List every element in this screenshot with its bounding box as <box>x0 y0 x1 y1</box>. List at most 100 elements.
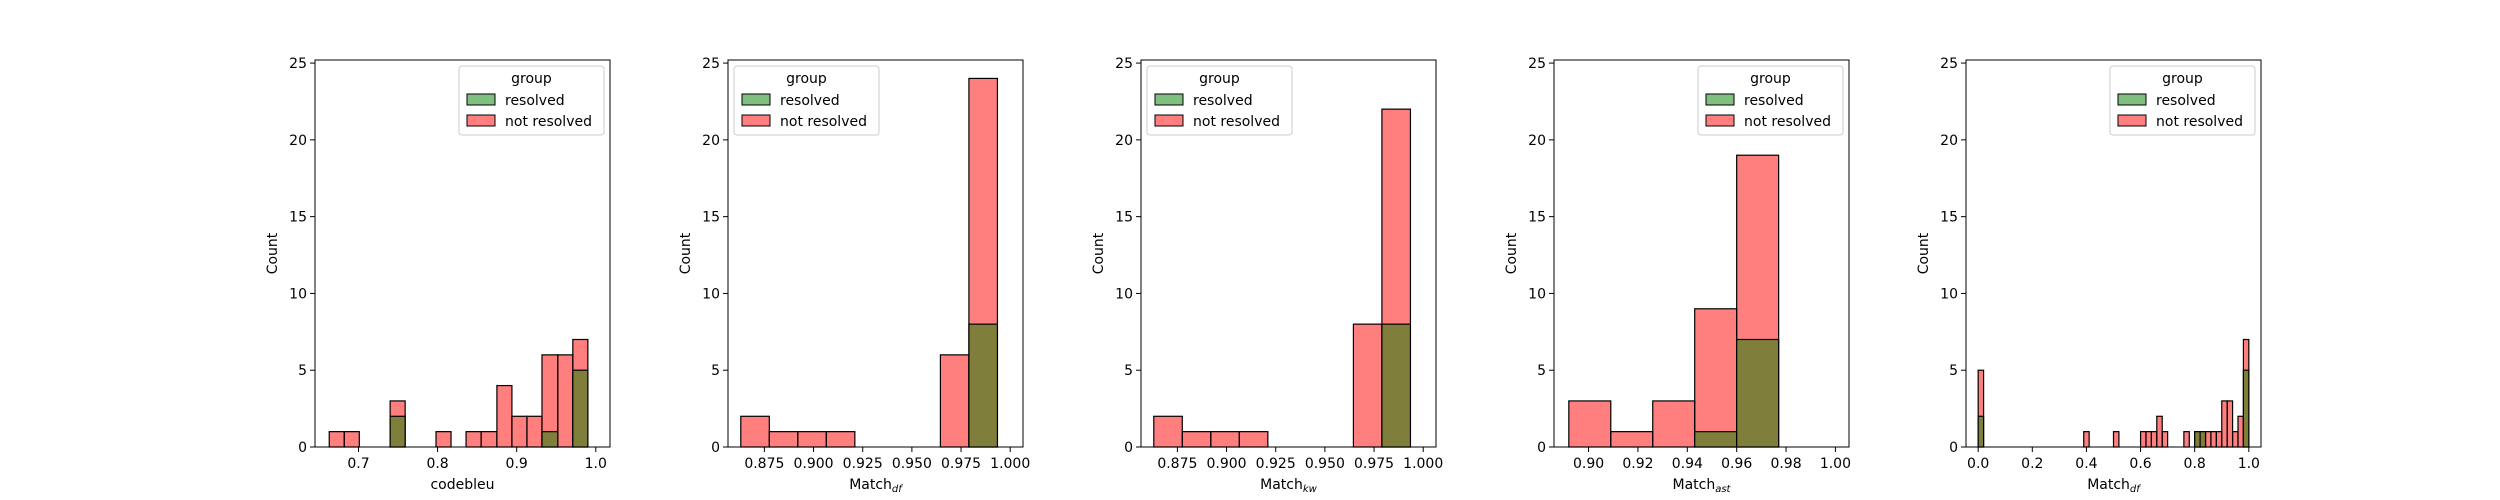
y-axis-label: Count <box>1504 232 1520 274</box>
legend-swatch-not-resolved <box>2117 114 2147 127</box>
x-axis-label-main: codebleu <box>430 477 494 493</box>
bar-resolved <box>541 431 559 448</box>
legend: group resolved not resolved <box>733 65 880 136</box>
x-tick-label: 0.96 <box>1721 456 1752 472</box>
y-tick-label: 15 <box>702 210 720 226</box>
y-tick-label: 10 <box>702 286 720 302</box>
x-axis-label-subscript: ast <box>1715 484 1731 495</box>
x-axis-label-main: Match <box>849 477 892 493</box>
legend-title: group <box>2162 71 2203 87</box>
bar-not-resolved <box>2150 431 2158 448</box>
bar-resolved <box>1381 323 1412 448</box>
y-tick-label: 20 <box>1528 133 1546 149</box>
bar-not-resolved <box>2210 431 2217 448</box>
y-tick-label: 10 <box>289 286 307 302</box>
bar-not-resolved <box>511 415 528 448</box>
x-tick-label: 0.875 <box>744 456 784 472</box>
y-axis-label: Count <box>265 232 281 274</box>
legend-swatch-resolved <box>1705 93 1735 106</box>
legend-label-resolved: resolved <box>2156 93 2216 109</box>
y-tick-label: 25 <box>702 56 720 72</box>
bar-not-resolved <box>2156 415 2163 448</box>
bar-not-resolved <box>2145 431 2152 448</box>
bar-not-resolved <box>1352 323 1383 448</box>
y-tick-label: 0 <box>711 440 720 456</box>
legend-swatch-not-resolved <box>741 114 771 127</box>
x-tick-label: 1.000 <box>1403 456 1443 472</box>
x-axis-label-main: Match <box>1673 477 1716 493</box>
chart-panel-5: 0 5 10 15 20 25 0.0 0.2 0.4 0.6 0.8 1.0 Count Matchdf… <box>1916 56 2262 495</box>
x-axis-label: Matchdf <box>849 477 903 495</box>
bar-not-resolved <box>2139 431 2147 448</box>
bar-not-resolved <box>768 431 799 448</box>
legend: group resolved not resolved <box>1697 65 1844 136</box>
x-tick-label: 0.0 <box>1967 456 1989 472</box>
bar-not-resolved <box>2221 400 2228 448</box>
x-tick-label: 0.98 <box>1770 456 1801 472</box>
bar-not-resolved <box>480 431 498 448</box>
legend-label-resolved: resolved <box>1744 93 1804 109</box>
x-tick-label: 1.0 <box>585 456 607 472</box>
y-tick-label: 25 <box>1940 56 1958 72</box>
bar-not-resolved <box>2204 431 2212 448</box>
axes-frame <box>727 59 1024 448</box>
y-tick-label: 25 <box>1115 56 1133 72</box>
bar-not-resolved <box>1181 431 1212 448</box>
y-tick-label: 0 <box>298 440 307 456</box>
x-tick-label: 0.9 <box>506 456 528 472</box>
y-tick-label: 20 <box>289 133 307 149</box>
x-tick-label: 1.0 <box>2238 456 2260 472</box>
bar-resolved <box>1694 431 1738 448</box>
y-tick-label: 20 <box>702 133 720 149</box>
axes-frame <box>314 59 611 448</box>
x-tick-label: 1.00 <box>1820 456 1851 472</box>
legend: group resolved not resolved <box>458 65 605 136</box>
axes-frame <box>1965 59 2262 448</box>
x-axis-label-main: Match <box>1260 477 1303 493</box>
x-tick-label: 0.4 <box>2075 456 2097 472</box>
legend-swatch-not-resolved <box>466 114 496 127</box>
bar-resolved <box>1977 415 1985 448</box>
bar-not-resolved <box>1652 400 1696 448</box>
legend-label-not-resolved: not resolved <box>2156 114 2243 130</box>
x-axis-label: codebleu <box>430 477 494 493</box>
bar-resolved <box>2199 431 2207 448</box>
bar-not-resolved <box>328 431 345 448</box>
bar-not-resolved <box>2226 400 2234 448</box>
legend-swatch-resolved <box>466 93 496 106</box>
bar-not-resolved <box>2183 431 2190 448</box>
y-tick-label: 15 <box>1940 210 1958 226</box>
y-tick-label: 10 <box>1115 286 1133 302</box>
bar-not-resolved <box>435 431 452 448</box>
bar-not-resolved <box>2237 415 2245 448</box>
x-axis-label: Matchast <box>1673 477 1732 495</box>
axes-frame <box>1140 59 1437 448</box>
legend-label-resolved: resolved <box>780 93 840 109</box>
x-tick-label: 0.925 <box>843 456 883 472</box>
bar-not-resolved <box>526 415 543 448</box>
bar-resolved <box>2242 369 2250 448</box>
y-tick-label: 20 <box>1115 133 1133 149</box>
legend-title: group <box>1750 71 1791 87</box>
bar-not-resolved <box>2112 431 2120 448</box>
y-tick-label: 25 <box>1528 56 1546 72</box>
x-tick-label: 0.975 <box>941 456 981 472</box>
x-axis-label-subscript: df <box>2130 484 2141 495</box>
x-tick-label: 0.925 <box>1256 456 1296 472</box>
y-tick-label: 0 <box>1537 440 1546 456</box>
bar-not-resolved <box>2231 431 2239 448</box>
chart-panel-3: 0 5 10 15 20 25 0.875 0.900 0.925 0.950 0.975 1.000… <box>1091 56 1443 495</box>
legend-swatch-not-resolved <box>1154 114 1184 127</box>
legend-swatch-resolved <box>1154 93 1184 106</box>
bar-not-resolved <box>557 354 574 448</box>
x-tick-label: 0.6 <box>2129 456 2151 472</box>
bar-not-resolved <box>2161 431 2169 448</box>
bar-not-resolved <box>496 384 513 448</box>
x-tick-label: 0.900 <box>1207 456 1247 472</box>
bar-not-resolved <box>1568 400 1612 448</box>
legend-label-not-resolved: not resolved <box>1744 114 1831 130</box>
legend-swatch-not-resolved <box>1705 114 1735 127</box>
y-tick-label: 15 <box>1115 210 1133 226</box>
legend-title: group <box>786 71 827 87</box>
